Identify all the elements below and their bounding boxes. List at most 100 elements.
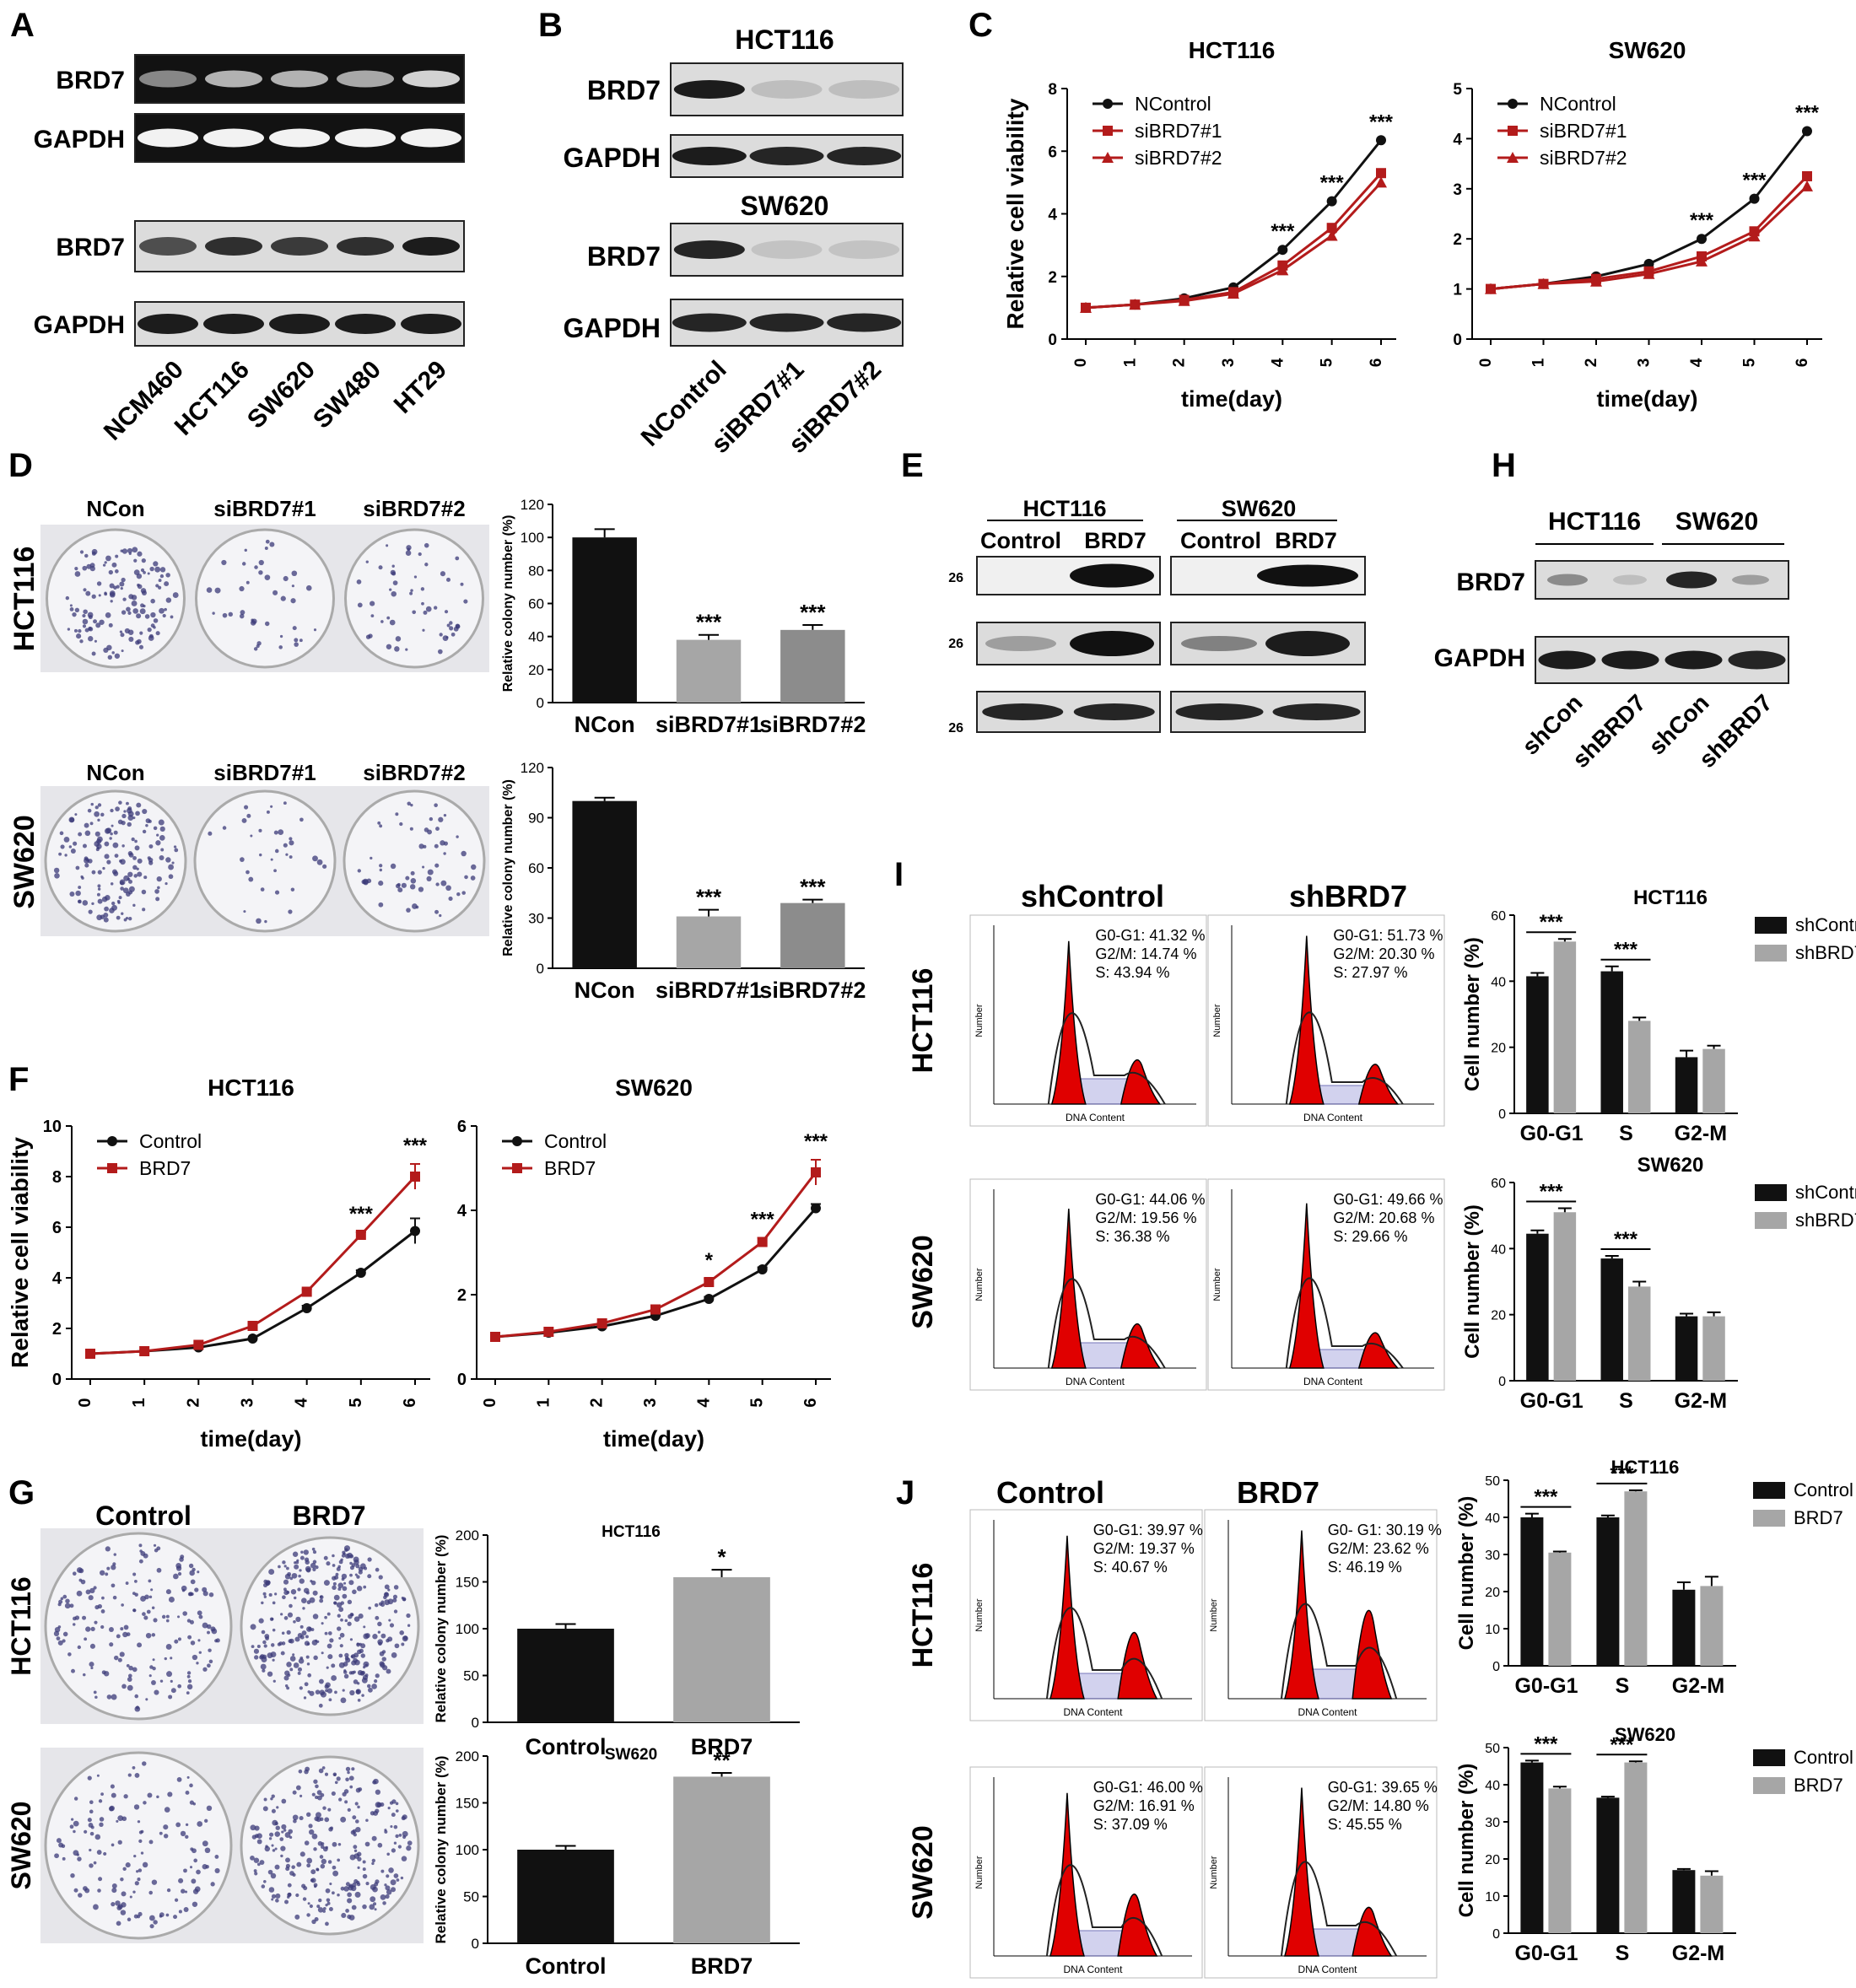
- colony: [337, 1626, 342, 1631]
- colony: [73, 841, 78, 846]
- colony: [90, 1666, 94, 1670]
- data-point: [1376, 168, 1386, 179]
- colony: [435, 882, 440, 886]
- histogram-envelope: [1280, 1861, 1398, 1957]
- y-tick-label: 40: [1491, 1242, 1506, 1257]
- colony: [263, 1595, 267, 1598]
- colony: [370, 614, 375, 618]
- colony: [142, 908, 146, 912]
- colony: [202, 1622, 208, 1629]
- colony: [315, 1565, 319, 1570]
- colony: [434, 909, 439, 914]
- colony: [178, 1910, 182, 1914]
- g2-m-peak: [1117, 1894, 1158, 1957]
- data-point: [1326, 223, 1337, 234]
- colony: [151, 1606, 155, 1610]
- colony: [208, 1648, 212, 1652]
- colony: [145, 1632, 152, 1639]
- colony: [120, 586, 123, 590]
- data-point: [1802, 170, 1812, 181]
- colony: [373, 1778, 379, 1785]
- colony: [90, 802, 94, 806]
- data-point: [1801, 180, 1813, 191]
- x-tick-label: 6: [401, 1398, 419, 1407]
- colony: [405, 875, 410, 881]
- legend-swatch: [1753, 1510, 1785, 1527]
- colony: [319, 1689, 325, 1695]
- colony: [324, 1631, 328, 1635]
- colony: [314, 1885, 317, 1888]
- colony: [240, 857, 245, 862]
- colony: [326, 1612, 331, 1616]
- colony: [385, 1894, 390, 1899]
- y-tick-label: 5: [1453, 81, 1462, 99]
- y-tick-label: 30: [528, 911, 544, 927]
- colony: [204, 1818, 208, 1823]
- blot-band: [1265, 631, 1350, 656]
- colony: [113, 1553, 116, 1556]
- x-tick-label: 5: [748, 1398, 767, 1407]
- colony: [356, 1586, 363, 1592]
- category-label: G0-G1: [1514, 1942, 1578, 1965]
- colony: [94, 831, 100, 837]
- colony: [89, 1831, 94, 1836]
- colony: [380, 620, 384, 623]
- colony: [104, 561, 107, 564]
- panel-letter-b: B: [538, 7, 563, 44]
- legend-marker: [1508, 99, 1518, 109]
- colony: [262, 1806, 268, 1812]
- colony: [356, 1575, 360, 1579]
- y-axis-label: Cell number (%): [1461, 937, 1484, 1091]
- colony: [88, 615, 93, 620]
- colony: [105, 1546, 111, 1552]
- blot-band: [1728, 650, 1786, 670]
- g0-g1-peak: [1288, 1203, 1325, 1369]
- panel-letter-f: F: [8, 1061, 30, 1098]
- colony: [156, 1546, 161, 1551]
- legend-marker: [1508, 126, 1518, 136]
- colony: [153, 826, 158, 831]
- colony: [294, 1561, 297, 1565]
- chart-title: HCT116: [1633, 886, 1708, 909]
- colony: [70, 1818, 74, 1821]
- colony: [184, 1890, 188, 1894]
- colony: [331, 1891, 335, 1895]
- y-tick-label: 2: [1048, 269, 1057, 287]
- chart-title: SW620: [1609, 37, 1686, 63]
- colony: [308, 1829, 315, 1835]
- y-tick-label: 50: [1485, 1474, 1500, 1489]
- blot-band: [751, 240, 823, 259]
- colony: [138, 1911, 143, 1916]
- colony: [127, 871, 133, 877]
- colony: [332, 1554, 335, 1558]
- colony: [138, 1559, 143, 1564]
- colony: [74, 566, 78, 571]
- colony: [265, 1580, 271, 1586]
- x-axis-label: time(day): [1181, 386, 1282, 412]
- chart-title: HCT116: [602, 1523, 661, 1541]
- histogram-envelope: [1045, 1607, 1163, 1700]
- colony: [280, 1651, 285, 1656]
- bar: [517, 1629, 614, 1722]
- colony: [374, 1603, 379, 1608]
- data-point: [650, 1304, 661, 1315]
- colony: [311, 1640, 318, 1646]
- colony: [380, 1603, 386, 1608]
- y-tick-label: 10: [1485, 1890, 1500, 1904]
- phase-stat: G0- G1: 30.19 %: [1328, 1522, 1442, 1538]
- colony: [440, 880, 447, 886]
- colony: [289, 1656, 296, 1662]
- colony: [93, 619, 98, 624]
- colony: [138, 1830, 143, 1834]
- colony: [165, 573, 170, 578]
- colony: [320, 1863, 326, 1869]
- colony: [395, 1809, 399, 1813]
- colony: [81, 876, 84, 880]
- colony: [113, 1655, 119, 1661]
- colony: [161, 1614, 166, 1619]
- significance-mark: ***: [1534, 1486, 1558, 1509]
- x-tick-label: 2: [1583, 358, 1600, 368]
- colony: [274, 890, 280, 895]
- legend-marker: [1103, 99, 1113, 109]
- colony: [88, 859, 93, 864]
